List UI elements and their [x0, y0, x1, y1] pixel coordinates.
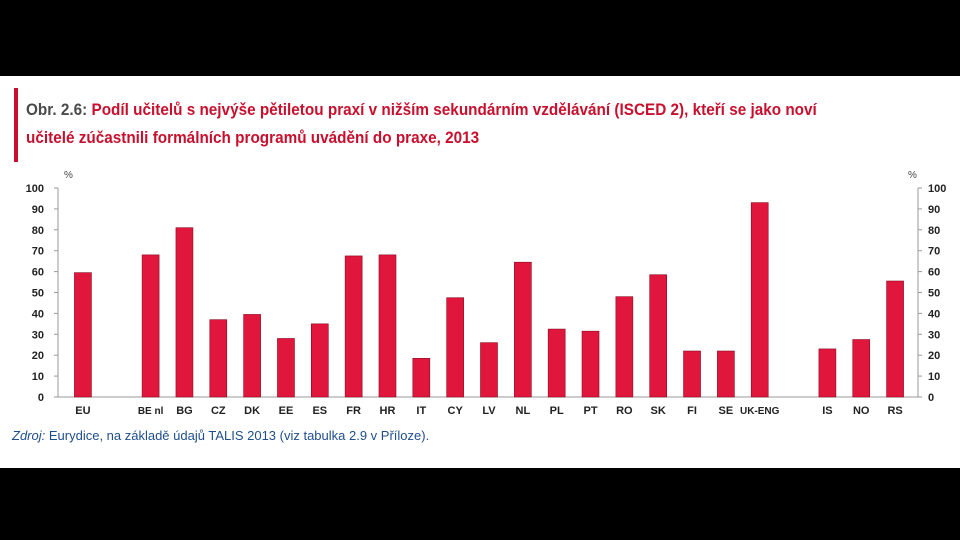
- bar-sk: [649, 274, 668, 398]
- bar-it: [412, 358, 431, 398]
- x-tick-label-uk-eng: UK-ENG: [740, 406, 780, 417]
- x-tick-label-se: SE: [719, 405, 734, 417]
- bar-cy: [446, 297, 464, 398]
- x-tick-label-ro: RO: [616, 405, 633, 417]
- bar-ee: [277, 338, 295, 398]
- source-label: Zdroj:: [12, 428, 46, 443]
- y-tick-label-left: 90: [32, 204, 44, 216]
- x-tick-label-es: ES: [312, 405, 327, 417]
- bar-pt: [581, 330, 600, 398]
- y-tick-label-left: 20: [32, 350, 44, 362]
- y-tick-label-right: 100: [928, 183, 946, 195]
- y-tick-label-left: 60: [32, 267, 44, 279]
- figure-title: Obr. 2.6: Podíl učitelů s nejvýše pětile…: [26, 96, 859, 152]
- y-tick-label-right: 30: [928, 329, 940, 341]
- y-tick-label-left: 10: [32, 371, 44, 383]
- y-tick-label-right: 10: [928, 371, 940, 383]
- y-tick-label-right: 50: [928, 288, 940, 300]
- y-tick-label-left: 100: [26, 183, 44, 195]
- x-tick-label-pt: PT: [583, 405, 597, 417]
- x-tick-label-bg: BG: [176, 405, 193, 417]
- figure-number: Obr. 2.6:: [26, 100, 88, 119]
- bar-no: [852, 339, 871, 398]
- y-unit-label-right: %: [908, 170, 917, 181]
- bar-be-nl: [141, 254, 160, 398]
- bar-se: [717, 350, 735, 398]
- bar-bg: [175, 227, 194, 398]
- bar-lv: [480, 342, 498, 398]
- y-tick-label-right: 80: [928, 225, 940, 237]
- x-tick-label-be-nl: BE nl: [138, 406, 164, 417]
- bar-uk-eng: [750, 202, 769, 398]
- x-tick-label-is: IS: [822, 405, 832, 417]
- y-tick-label-left: 70: [32, 246, 44, 258]
- bar-is: [818, 348, 837, 398]
- x-tick-label-hr: HR: [380, 405, 396, 417]
- x-tick-label-eu: EU: [75, 405, 90, 417]
- y-tick-label-left: 40: [32, 308, 44, 320]
- x-tick-label-rs: RS: [887, 405, 902, 417]
- x-tick-label-sk: SK: [651, 405, 666, 417]
- x-tick-label-cy: CY: [448, 405, 464, 417]
- bar-rs: [886, 280, 904, 398]
- bar-eu: [74, 272, 92, 398]
- figure-title-text: Podíl učitelů s nejvýše pětiletou praxí …: [26, 100, 817, 147]
- x-tick-label-pl: PL: [550, 405, 564, 417]
- x-tick-label-nl: NL: [516, 405, 531, 417]
- bar-fi: [683, 350, 701, 398]
- y-tick-label-right: 70: [928, 246, 940, 258]
- x-tick-label-no: NO: [853, 405, 870, 417]
- x-tick-label-fi: FI: [687, 405, 697, 417]
- x-tick-label-fr: FR: [346, 405, 361, 417]
- bar-hr: [378, 254, 397, 398]
- y-unit-label-left: %: [64, 170, 73, 181]
- bar-fr: [344, 255, 363, 398]
- y-tick-label-right: 40: [928, 308, 940, 320]
- x-tick-label-it: IT: [416, 405, 426, 417]
- bar-ro: [615, 296, 634, 398]
- bar-dk: [243, 314, 261, 398]
- y-tick-label-left: 80: [32, 225, 44, 237]
- source-text: Eurydice, na základě údajů TALIS 2013 (v…: [48, 428, 430, 443]
- x-tick-label-ee: EE: [279, 405, 294, 417]
- y-tick-label-right: 60: [928, 267, 940, 279]
- x-tick-label-dk: DK: [244, 405, 260, 417]
- bar-es: [310, 323, 329, 398]
- x-tick-label-cz: CZ: [211, 405, 226, 417]
- y-tick-label-left: 50: [32, 288, 44, 300]
- y-tick-label-right: 20: [928, 350, 940, 362]
- y-tick-label-left: 30: [32, 329, 44, 341]
- title-accent-bar: [14, 88, 18, 162]
- slide: Obr. 2.6: Podíl učitelů s nejvýše pětile…: [0, 76, 960, 468]
- source-note: Zdroj: Eurydice, na základě údajů TALIS …: [12, 428, 429, 443]
- bar-chart: 0 0 10 10 20 20 30 30 40 40 50 50 60 60 70 70 80 80 90 90 10…: [26, 170, 947, 417]
- y-tick-label-left: 0: [38, 392, 44, 404]
- bar-pl: [547, 328, 566, 398]
- y-tick-label-right: 90: [928, 204, 940, 216]
- y-tick-label-right: 0: [928, 392, 934, 404]
- x-tick-label-lv: LV: [482, 405, 496, 417]
- bar-nl: [514, 261, 532, 398]
- bar-cz: [209, 319, 228, 398]
